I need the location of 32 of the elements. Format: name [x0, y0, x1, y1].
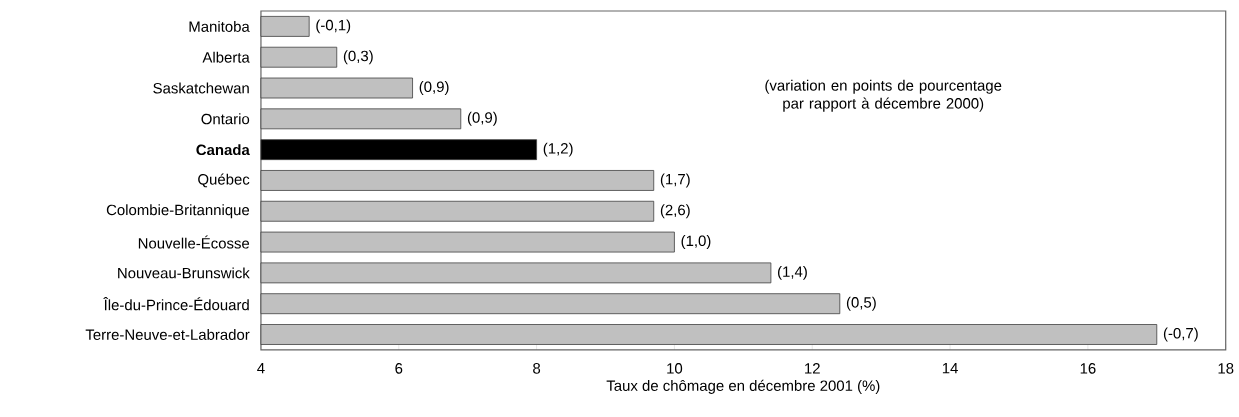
annotation: (1,0) — [681, 235, 711, 250]
y-tick-label: Canada — [196, 144, 250, 156]
x-tick-label: 10 — [667, 363, 683, 374]
y-tick-label: Colombie-Britannique — [106, 204, 250, 219]
y-tick-label: Saskatchewan — [153, 82, 249, 94]
annotation: (-0,7) — [1163, 327, 1198, 342]
annotation: (0,3) — [343, 50, 373, 65]
annotation: (0,9) — [467, 111, 497, 126]
y-tick-label: Québec — [198, 173, 250, 188]
y-tick-label: Nouveau-Brunswick — [118, 267, 250, 279]
y-tick-label: Alberta — [202, 51, 250, 63]
y-tick-label: Nouvelle-Écosse — [138, 235, 250, 249]
annotation: (0,5) — [846, 296, 876, 311]
x-tick-label: 18 — [1218, 363, 1234, 374]
annotation: (-0,1) — [316, 19, 351, 34]
annotation: (1,7) — [660, 173, 690, 188]
annotation: (1,4) — [778, 265, 807, 280]
x-tick-label: 16 — [1080, 363, 1096, 374]
x-tick-label: 14 — [942, 363, 958, 374]
y-tick-label: Ontario — [201, 113, 250, 125]
y-tick-label: Île-du-Prince-Édouard — [103, 297, 249, 311]
y-tick-label: Terre-Neuve-et-Labrador — [85, 329, 250, 341]
annotation: (variation en points de pourcentage par rapport à décembre 2000) — [765, 79, 1002, 112]
annotation: (2,6) — [660, 204, 690, 219]
annotation: (1,2) — [543, 142, 573, 157]
y-tick-label: Manitoba — [189, 20, 250, 32]
annotation: (0,9) — [419, 81, 449, 96]
x-tick-label: 8 — [533, 363, 541, 374]
x-axis-title: Taux de chômage en décembre 2001 (%) — [606, 379, 880, 394]
x-tick-label: 4 — [257, 363, 265, 374]
x-tick-label: 12 — [805, 363, 820, 374]
x-tick-label: 6 — [395, 363, 403, 374]
